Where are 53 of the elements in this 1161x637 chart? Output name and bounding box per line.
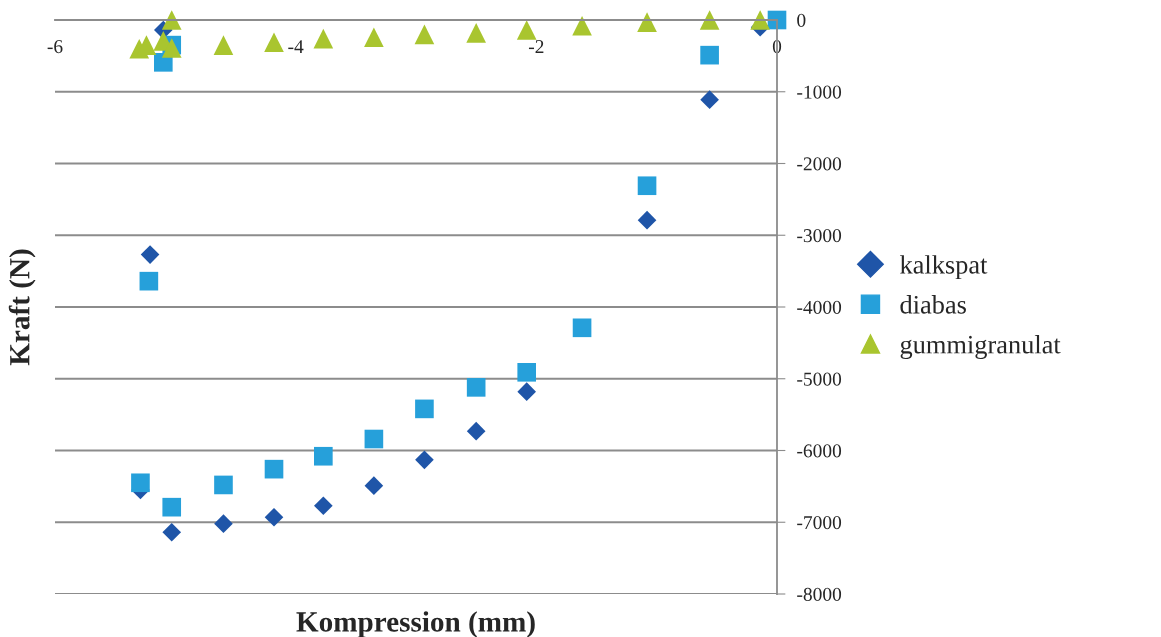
point	[415, 450, 434, 470]
point	[572, 318, 592, 338]
x-tick-label: 0	[772, 40, 782, 54]
point	[637, 176, 657, 196]
point	[364, 27, 384, 48]
y-tick-label: 0	[797, 13, 806, 27]
x-axis-title: Kompression (mm)	[296, 611, 535, 637]
point	[162, 497, 182, 517]
y-tick-label: -7000	[797, 516, 842, 530]
point	[637, 12, 657, 32]
point	[516, 20, 537, 40]
point	[214, 514, 233, 533]
point	[264, 32, 284, 53]
legend-label: diabas	[900, 295, 966, 314]
y-axis-title: Kraft (N)	[8, 249, 36, 366]
point	[162, 522, 182, 542]
point	[637, 210, 657, 230]
y-tick-label: -8000	[797, 587, 842, 601]
point	[415, 399, 434, 419]
legend-label: kalkspat	[899, 255, 988, 280]
y-tick-label: -4000	[797, 300, 842, 314]
legend-label: gummigranulat	[900, 335, 1061, 360]
point	[699, 10, 720, 30]
point	[700, 45, 719, 65]
y-tick-label: -6000	[797, 444, 842, 458]
point	[364, 476, 384, 495]
point	[466, 378, 486, 397]
point	[214, 475, 233, 495]
point	[517, 382, 537, 401]
point	[264, 507, 284, 527]
y-tick-label: -5000	[797, 372, 842, 386]
point	[517, 362, 537, 382]
point	[139, 271, 159, 291]
point	[364, 429, 384, 449]
point	[572, 15, 592, 36]
y-tick-label: -2000	[797, 157, 842, 171]
y-tick-label: -1000	[797, 85, 842, 99]
point	[314, 496, 333, 516]
point	[213, 35, 234, 55]
point	[264, 459, 284, 479]
x-tick-label: -6	[47, 40, 63, 54]
point	[750, 10, 770, 30]
x-tick-label: -4	[288, 40, 304, 53]
point	[131, 473, 150, 493]
point	[466, 23, 486, 43]
point	[414, 24, 435, 45]
y-tick-label: -3000	[797, 229, 842, 243]
point	[314, 446, 333, 466]
point	[466, 421, 486, 441]
point	[313, 28, 334, 49]
point	[140, 245, 160, 264]
x-tick-label: -2	[528, 40, 544, 53]
point	[700, 90, 719, 109]
